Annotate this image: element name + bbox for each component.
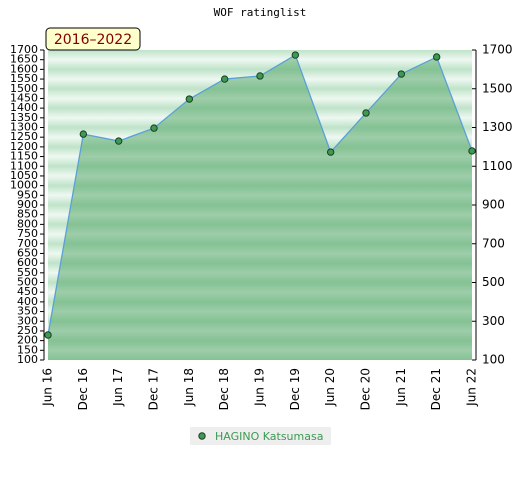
plot-bg — [48, 50, 472, 360]
y2-tick-label: 500 — [482, 275, 505, 289]
y-tick-label: 1100 — [10, 159, 38, 172]
point — [291, 51, 300, 59]
legend — [190, 427, 331, 445]
point — [114, 137, 123, 145]
y-tick-label: 550 — [17, 266, 38, 279]
y2-tick-label: 700 — [482, 236, 505, 250]
y-tick-label: 1450 — [10, 91, 38, 104]
x-tick-label: Dec 20 — [359, 368, 373, 410]
chart-title: WOF ratinglist — [214, 6, 307, 19]
y-tick-label: 1500 — [10, 82, 38, 95]
x-tick-label: Jun 19 — [253, 368, 267, 407]
y-tick-label: 1650 — [10, 53, 38, 66]
x-tick-label: Dec 16 — [76, 368, 90, 410]
x-tick-label: Jun 16 — [41, 368, 55, 407]
y2-tick-label: 1500 — [482, 81, 513, 95]
period-box — [45, 27, 141, 51]
y-tick-label: 600 — [17, 256, 38, 269]
y-tick-label: 100 — [17, 353, 38, 366]
y-tick-label: 1150 — [10, 150, 38, 163]
y-tick-label: 150 — [17, 343, 38, 356]
point — [44, 331, 52, 339]
point — [432, 53, 441, 61]
y-tick-label: 250 — [17, 324, 38, 337]
y-tick-label: 850 — [17, 208, 38, 221]
point — [256, 72, 264, 80]
y-tick-label: 1400 — [10, 101, 38, 114]
x-tick-label: Dec 21 — [429, 368, 443, 410]
point — [397, 70, 406, 78]
x-tick-label: Jun 20 — [323, 368, 337, 407]
y-tick-label: 650 — [17, 246, 38, 259]
y-tick-label: 1350 — [10, 111, 38, 124]
legend-label: HAGINO Katsumasa — [215, 430, 323, 443]
legend-marker — [198, 432, 206, 440]
y-tick-label: 800 — [17, 217, 38, 230]
y2-tick-label: 300 — [482, 314, 505, 328]
y2-tick-label: 100 — [482, 353, 505, 367]
x-tick-label: Dec 17 — [147, 368, 161, 410]
y-tick-label: 950 — [17, 188, 38, 201]
y2-tick-label: 1300 — [482, 120, 513, 134]
y-tick-label: 1050 — [10, 169, 38, 182]
point — [362, 109, 370, 117]
y-tick-label: 500 — [17, 276, 38, 289]
y-tick-label: 700 — [17, 237, 38, 250]
x-tick-label: Jun 21 — [394, 368, 408, 407]
y-tick-label: 450 — [17, 285, 38, 298]
y-tick-label: 1250 — [10, 130, 38, 143]
x-tick-label: Jun 22 — [465, 368, 479, 407]
point — [326, 148, 335, 156]
y-tick-label: 750 — [17, 227, 38, 240]
y-tick-label: 300 — [17, 314, 38, 327]
y-tick-label: 1000 — [10, 179, 38, 192]
point — [79, 130, 88, 138]
x-tick-label: Jun 17 — [111, 368, 125, 407]
y2-tick-label: 900 — [482, 198, 505, 212]
y-tick-label: 1550 — [10, 72, 38, 85]
y-tick-label: 1200 — [10, 140, 38, 153]
y2-tick-label: 1100 — [482, 159, 513, 173]
x-tick-label: Dec 18 — [217, 368, 231, 410]
y-tick-label: 1600 — [10, 62, 38, 75]
y-tick-label: 350 — [17, 305, 38, 318]
y-tick-label: 1300 — [10, 121, 38, 134]
y2-tick-label: 1700 — [482, 43, 513, 57]
point — [150, 124, 158, 132]
y-tick-label: 1700 — [10, 43, 38, 56]
x-tick-label: Jun 18 — [182, 368, 196, 407]
point — [185, 95, 194, 103]
point — [468, 147, 476, 155]
y-tick-label: 900 — [17, 198, 38, 211]
y-tick-label: 200 — [17, 334, 38, 347]
period-label: 2016–2022 — [54, 32, 132, 48]
x-tick-label: Dec 19 — [288, 368, 302, 410]
point — [220, 75, 229, 83]
y-tick-label: 400 — [17, 295, 38, 308]
